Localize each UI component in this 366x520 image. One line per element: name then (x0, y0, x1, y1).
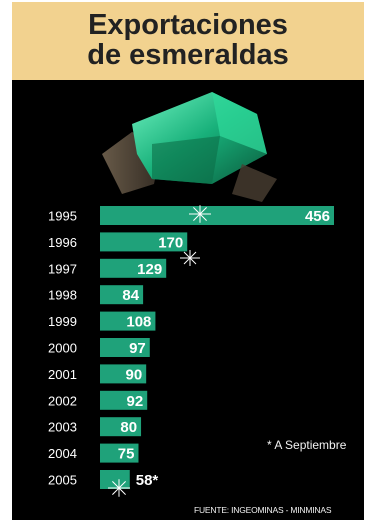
year-label-1997: 1997 (48, 261, 77, 276)
bar-2005 (100, 470, 130, 489)
value-label-2002: 92 (127, 393, 144, 410)
year-label-2000: 2000 (48, 341, 77, 356)
source-credit: FUENTE: INGEOMINAS - MINMINAS (194, 505, 332, 515)
title-box: Exportaciones de esmeraldas (12, 2, 364, 80)
chart-frame: Exportaciones de esmeraldas 1995 456 1996 1… (12, 2, 364, 520)
chart-title-line-2: de esmeraldas (87, 39, 289, 71)
bar-2001 (100, 364, 147, 384)
value-label-1999: 108 (126, 314, 151, 331)
year-label-2002: 2002 (48, 393, 77, 408)
value-label-1995: 456 (305, 208, 330, 225)
value-label-1997: 129 (137, 261, 162, 278)
bar-2004 (100, 443, 139, 463)
bar-2003 (100, 417, 142, 437)
bar-1999 (100, 311, 156, 331)
bar-1995 (100, 206, 334, 225)
value-label-1998: 84 (122, 287, 139, 304)
year-label-1995: 1995 (48, 209, 77, 224)
emerald-gem-illustration (102, 92, 277, 202)
bar-1997 (100, 258, 167, 278)
value-label-2005: 58* (136, 472, 159, 489)
year-label-2003: 2003 (48, 420, 77, 435)
value-label-2004: 75 (118, 446, 135, 463)
year-label-1996: 1996 (48, 235, 77, 250)
bar-chart: 1995 456 1996 170 1997 129 1998 84 1999 108 2000 97… (48, 205, 334, 497)
bar-2000 (100, 338, 150, 357)
value-label-2001: 90 (125, 366, 142, 383)
sparkle-1-icon (189, 205, 211, 223)
footnote-september: * A Septiembre (267, 438, 347, 452)
year-label-2004: 2004 (48, 446, 77, 461)
year-label-2005: 2005 (48, 473, 77, 488)
value-label-1996: 170 (158, 234, 183, 251)
value-label-2000: 97 (129, 340, 146, 357)
bar-1998 (100, 285, 144, 305)
year-label-1999: 1999 (48, 314, 77, 329)
year-label-1998: 1998 (48, 288, 77, 303)
sparkle-3-icon (108, 479, 130, 497)
value-label-2003: 80 (120, 419, 137, 436)
bar-1996 (100, 232, 188, 252)
bar-2002 (100, 390, 148, 410)
year-label-2001: 2001 (48, 367, 77, 382)
chart-title-line-1: Exportaciones (88, 9, 288, 41)
sparkle-2-icon (180, 250, 200, 266)
